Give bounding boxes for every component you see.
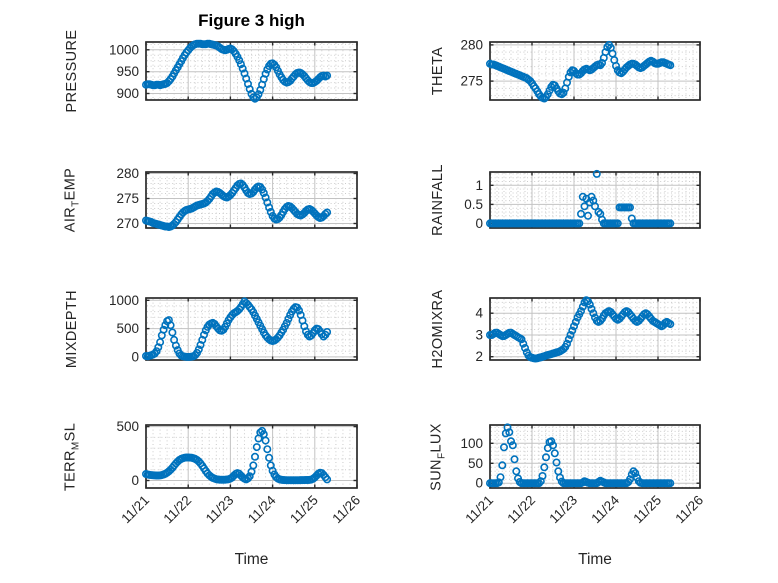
y-axis-label-h2omixra: H2OMIXRA — [430, 289, 446, 369]
xtick-11/22: 11/22 — [504, 493, 538, 527]
terr_msl-series — [142, 426, 332, 485]
figure-title: Figure 3 high — [198, 11, 305, 30]
subplot-terr_msl: 0 500 11/21 11/22 11/23 11/24 11/25 11/26 — [116, 419, 363, 526]
mixdepth-series — [142, 297, 332, 361]
y-axis-label-pressure: PRESSURE — [64, 29, 80, 113]
terr_msl-ytick-500: 500 — [116, 419, 139, 434]
y-axis-label-theta: THETA — [430, 46, 446, 96]
xtick-11/23: 11/23 — [203, 493, 237, 527]
pressure-ytick-1000: 1000 — [109, 42, 139, 57]
theta-series — [485, 40, 675, 103]
air_temp-ytick-270: 270 — [116, 216, 139, 231]
xtick-11/21: 11/21 — [462, 493, 496, 527]
xtick-11/24: 11/24 — [245, 492, 279, 526]
xtick-11/26: 11/26 — [672, 493, 706, 527]
mixdepth-ytick-1000: 1000 — [109, 293, 139, 308]
h2omixra-series — [485, 296, 675, 363]
xtick-11/25: 11/25 — [287, 493, 321, 527]
y-axis-label-mixdepth: MIXDEPTH — [64, 289, 80, 369]
pressure-ytick-900: 900 — [116, 86, 139, 101]
air_temp-ytick-275: 275 — [116, 191, 139, 206]
theta-ytick-275: 275 — [460, 74, 483, 89]
y-axis-label-air_temp: AIRTEMP — [62, 167, 82, 233]
xtick-11/22: 11/22 — [161, 493, 195, 527]
xtick-11/25: 11/25 — [630, 493, 664, 527]
h2omixra-ytick-4: 4 — [475, 306, 483, 321]
subplot-pressure: 900 950 1000 — [109, 39, 358, 103]
h2omixra-ytick-2: 2 — [475, 349, 483, 364]
air_temp-series — [142, 179, 332, 232]
subplot-sun_flux: 0 50 100 11/21 11/22 11/23 11/24 11/25 11/26 — [460, 423, 706, 527]
y-axis-label-terr_msl: TERRMSL — [62, 422, 82, 491]
terr_msl-ytick-0: 0 — [131, 473, 139, 488]
subplot-mixdepth: 0 500 1000 — [109, 293, 358, 364]
subplot-theta: 275 280 — [460, 37, 701, 103]
rainfall-ytick-1: 1 — [475, 178, 483, 193]
xtick-11/26: 11/26 — [329, 493, 363, 527]
x-axis-label-left: Time — [234, 551, 269, 568]
mixdepth-ytick-500: 500 — [116, 321, 139, 336]
mixdepth-ytick-0: 0 — [131, 349, 139, 364]
air_temp-ytick-280: 280 — [116, 166, 139, 181]
pressure-ytick-950: 950 — [116, 64, 139, 79]
rainfall-ytick-0: 0 — [475, 216, 483, 231]
pressure-series — [142, 39, 332, 103]
xtick-11/21: 11/21 — [118, 493, 152, 527]
sun_flux-ytick-100: 100 — [460, 436, 483, 451]
subplot-h2omixra: 2 3 4 — [475, 296, 701, 364]
y-axis-label-rainfall: RAINFALL — [430, 164, 446, 236]
subplot-rainfall: 00.51 — [464, 169, 701, 231]
rainfall-series — [485, 169, 675, 228]
subplot-air_temp: 270 275 280 — [116, 166, 358, 232]
xtick-11/24: 11/24 — [588, 492, 622, 526]
sun_flux-ytick-50: 50 — [468, 456, 483, 471]
xtick-11/23: 11/23 — [546, 493, 580, 527]
y-axis-label-sun_flux: SUNFLUX — [428, 422, 448, 491]
h2omixra-ytick-3: 3 — [475, 328, 483, 343]
sun_flux-series — [485, 423, 675, 488]
theta-ytick-280: 280 — [460, 37, 483, 52]
x-axis-label-right: Time — [578, 551, 612, 568]
rainfall-ytick-0.5: 0.5 — [464, 197, 483, 212]
sun_flux-ytick-0: 0 — [475, 476, 483, 491]
